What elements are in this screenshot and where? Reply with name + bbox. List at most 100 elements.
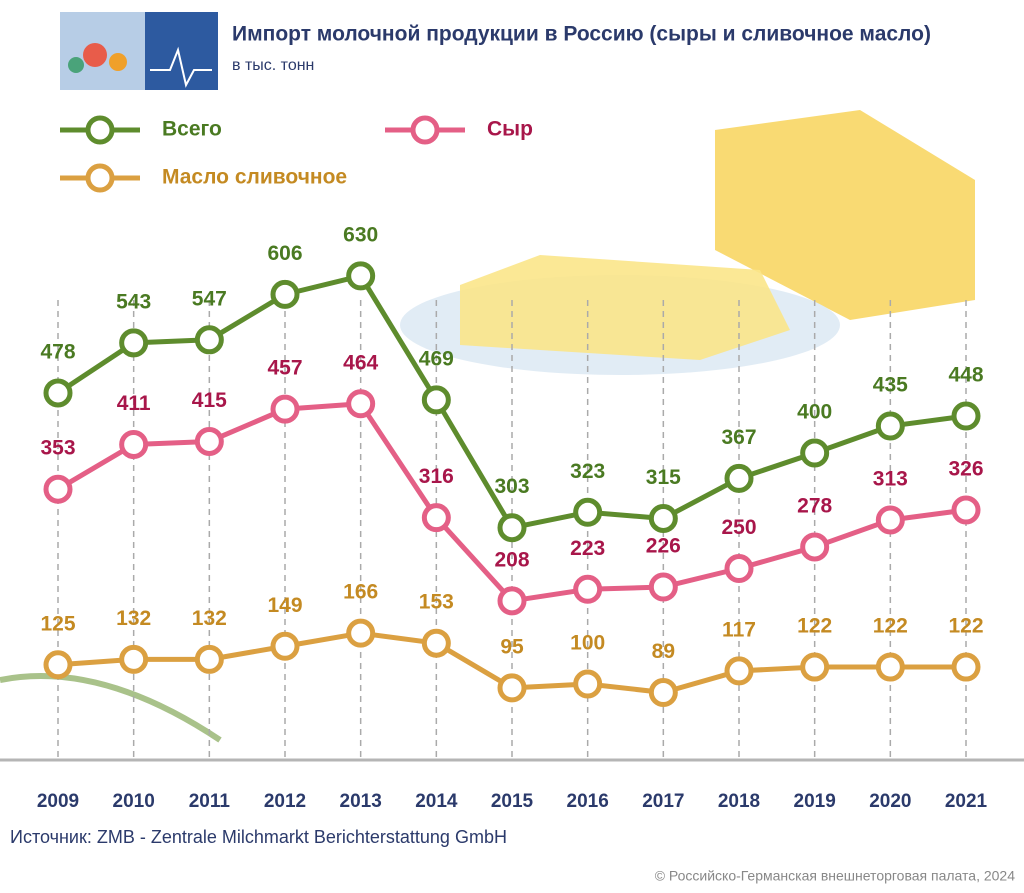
point [648, 572, 678, 602]
point [497, 586, 527, 616]
x-tick-label: 2014 [415, 791, 458, 812]
value-label: 132 [116, 607, 151, 630]
x-tick-label: 2021 [945, 791, 988, 812]
x-tick-label: 2018 [718, 791, 760, 812]
source: Источник: ZMB - Zentrale Milchmarkt Beri… [10, 827, 507, 847]
logo [60, 12, 218, 90]
point [573, 669, 603, 699]
point [346, 261, 376, 291]
value-label: 166 [343, 581, 378, 604]
value-label: 400 [797, 401, 832, 424]
point [497, 673, 527, 703]
legend-label: Сыр [487, 118, 533, 141]
legend-label: Масло сливочное [162, 166, 347, 189]
value-label: 464 [343, 351, 378, 374]
point [724, 656, 754, 686]
value-label: 122 [873, 615, 908, 638]
point [421, 385, 451, 415]
value-label: 132 [192, 607, 227, 630]
value-label: 89 [652, 640, 675, 663]
point [119, 328, 149, 358]
value-label: 117 [722, 618, 756, 641]
value-label: 313 [873, 468, 908, 491]
point [951, 652, 981, 682]
point [875, 505, 905, 535]
legend-marker [410, 115, 440, 145]
point [800, 438, 830, 468]
point [573, 497, 603, 527]
point [43, 650, 73, 680]
point [194, 644, 224, 674]
legend-marker [85, 163, 115, 193]
value-label: 278 [797, 494, 832, 517]
x-tick-label: 2013 [340, 791, 382, 812]
value-label: 122 [948, 615, 983, 638]
legend-label: Всего [162, 118, 222, 141]
point [875, 652, 905, 682]
value-label: 303 [494, 475, 529, 498]
point [648, 503, 678, 533]
value-label: 223 [570, 537, 605, 560]
point [573, 574, 603, 604]
value-label: 547 [192, 287, 227, 310]
value-label: 95 [500, 635, 524, 658]
point [724, 463, 754, 493]
x-tick-label: 2010 [113, 791, 155, 812]
x-tick-label: 2009 [37, 791, 79, 812]
x-tick-label: 2012 [264, 791, 306, 812]
x-tick-label: 2015 [491, 791, 534, 812]
point [194, 325, 224, 355]
value-label: 315 [646, 466, 681, 489]
point [875, 411, 905, 441]
point [194, 426, 224, 456]
value-label: 226 [646, 535, 681, 558]
value-label: 250 [721, 516, 756, 539]
point [800, 532, 830, 562]
copyright: © Российско-Германская внешнеторговая па… [655, 868, 1016, 884]
value-label: 478 [40, 340, 75, 363]
value-label: 411 [117, 392, 151, 415]
value-label: 326 [948, 458, 983, 481]
value-label: 543 [116, 290, 151, 313]
point [421, 628, 451, 658]
point [119, 430, 149, 460]
value-label: 630 [343, 223, 378, 246]
point [43, 378, 73, 408]
value-label: 153 [419, 591, 454, 614]
point [346, 389, 376, 419]
point [421, 503, 451, 533]
point [119, 644, 149, 674]
point [270, 394, 300, 424]
value-label: 100 [570, 632, 605, 655]
x-tick-label: 2019 [794, 791, 836, 812]
value-label: 469 [419, 347, 454, 370]
chart-subtitle: в тыс. тонн [232, 57, 314, 74]
value-label: 353 [40, 437, 75, 460]
x-tick-label: 2017 [642, 791, 684, 812]
decoration [0, 110, 975, 743]
value-label: 316 [419, 465, 454, 488]
x-tick-label: 2016 [567, 791, 609, 812]
point [648, 677, 678, 707]
point [270, 631, 300, 661]
value-label: 125 [40, 612, 75, 635]
legend-marker [85, 115, 115, 145]
point [800, 652, 830, 682]
point [43, 474, 73, 504]
point [270, 279, 300, 309]
point [346, 618, 376, 648]
x-tick-label: 2020 [869, 791, 911, 812]
value-label: 323 [570, 460, 605, 483]
point [951, 401, 981, 431]
chart-title: Импорт молочной продукции в Россию (сыры… [232, 23, 931, 46]
value-label: 435 [873, 374, 908, 397]
value-label: 122 [797, 615, 832, 638]
value-label: 208 [494, 548, 529, 571]
value-label: 457 [267, 357, 302, 380]
value-label: 367 [721, 426, 756, 449]
point [497, 513, 527, 543]
value-label: 448 [948, 364, 983, 387]
value-label: 415 [192, 389, 227, 412]
point [951, 495, 981, 525]
